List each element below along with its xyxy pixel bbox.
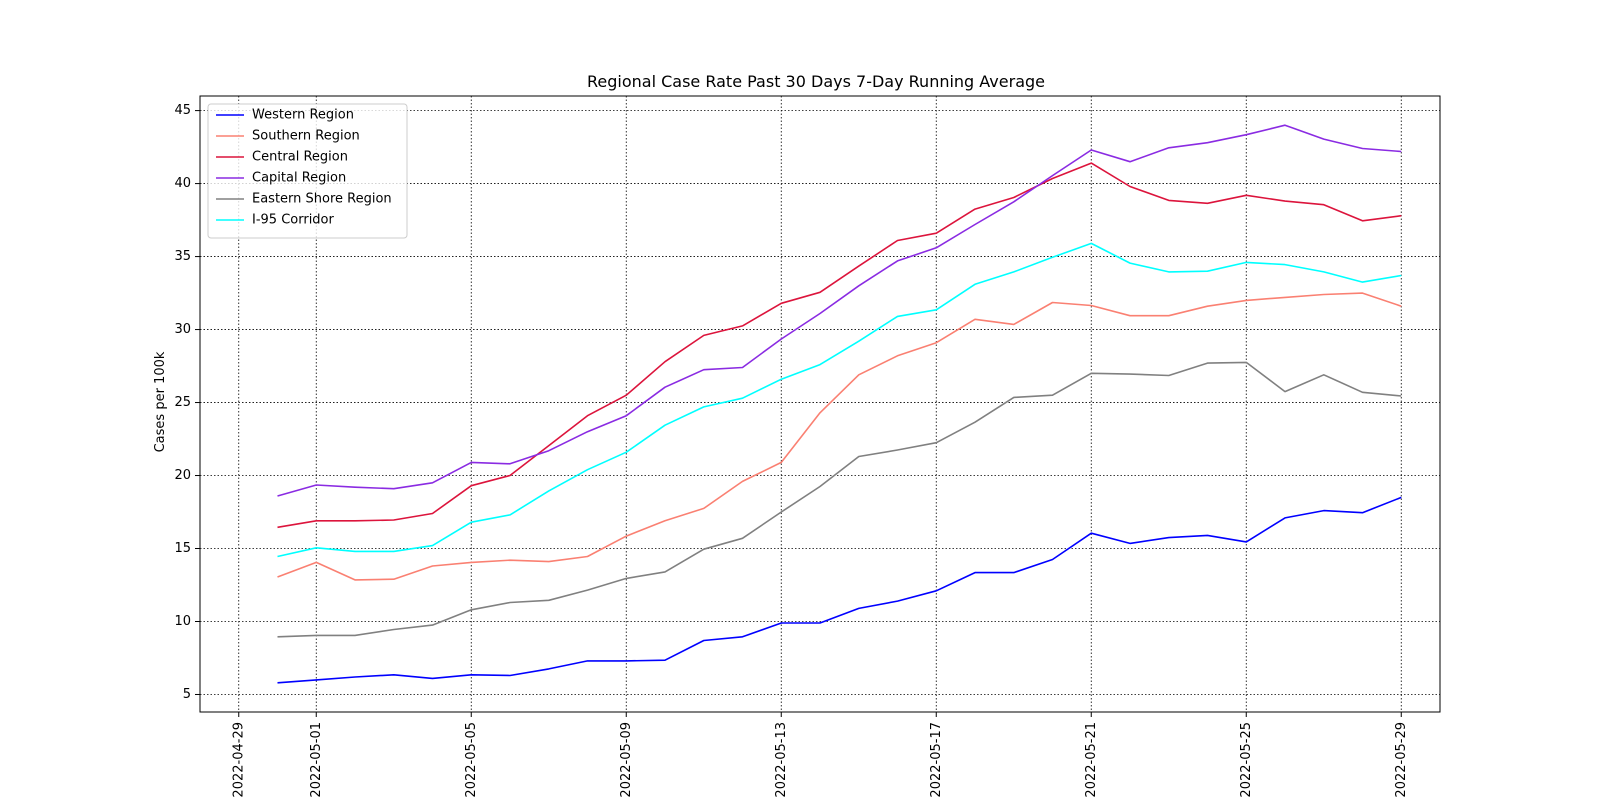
- series-line: [277, 496, 1402, 684]
- x-tick-label: 2022-05-17: [929, 722, 944, 798]
- y-tick-label: 5: [183, 687, 191, 702]
- series-lines: [277, 124, 1402, 684]
- series-line: [277, 242, 1402, 558]
- series-line: [277, 361, 1402, 638]
- x-tick-label: 2022-05-05: [464, 722, 479, 798]
- legend-label: I-95 Corridor: [252, 213, 335, 228]
- y-tick-label: 10: [174, 614, 191, 629]
- grid: [200, 96, 1440, 712]
- x-tick-label: 2022-05-13: [774, 722, 789, 798]
- plot-frame: [199, 95, 1441, 713]
- x-tick-label: 2022-05-25: [1239, 722, 1254, 798]
- chart-title: Regional Case Rate Past 30 Days 7-Day Ru…: [587, 72, 1045, 91]
- x-tick-label: 2022-05-01: [309, 722, 324, 798]
- x-tick-label: 2022-05-09: [619, 722, 634, 798]
- series-line: [277, 124, 1402, 497]
- series-line: [277, 292, 1402, 581]
- y-tick-label: 40: [174, 176, 191, 191]
- legend-label: Western Region: [252, 108, 354, 123]
- x-tick-label: 2022-05-29: [1394, 722, 1409, 798]
- y-tick-label: 35: [174, 249, 191, 264]
- axes: 2022-04-29 2022-05-01 2022-05-05 2022-05-09…: [174, 103, 1408, 797]
- legend-label: Central Region: [252, 150, 348, 165]
- legend: Western Region Southern Region Central Reg…: [207, 103, 408, 239]
- legend-label: Eastern Shore Region: [252, 192, 392, 207]
- legend-label: Capital Region: [252, 171, 346, 186]
- legend-box: [207, 103, 408, 239]
- y-tick-label: 45: [174, 103, 191, 118]
- y-tick-label: 15: [174, 541, 191, 556]
- legend-label: Southern Region: [252, 129, 360, 144]
- series-line: [277, 162, 1402, 529]
- y-tick-label: 25: [174, 395, 191, 410]
- y-axis-title: Cases per 100k: [153, 351, 168, 452]
- x-tick-label: 2022-04-29: [231, 722, 246, 798]
- y-tick-label: 30: [174, 322, 191, 337]
- y-tick-label: 20: [174, 468, 191, 483]
- x-tick-label: 2022-05-21: [1084, 722, 1099, 798]
